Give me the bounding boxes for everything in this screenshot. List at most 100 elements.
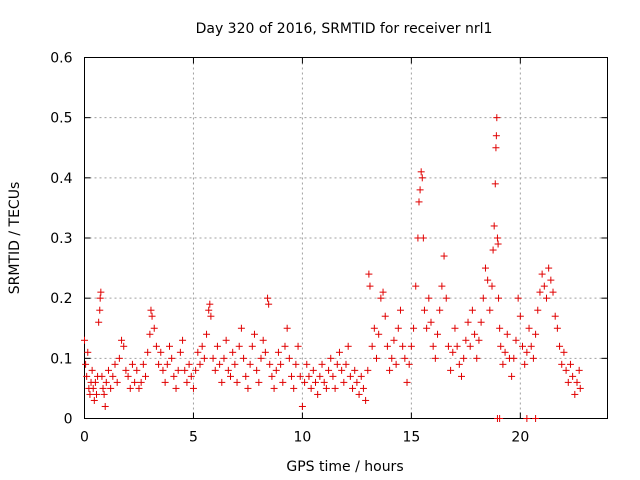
data-point	[246, 360, 254, 368]
data-point	[253, 366, 261, 374]
data-point	[285, 354, 293, 362]
data-point	[386, 366, 394, 374]
data-point	[148, 312, 156, 320]
data-point	[534, 306, 542, 314]
data-point	[100, 390, 108, 398]
data-point	[92, 390, 100, 398]
data-point	[255, 378, 263, 386]
data-point	[95, 318, 103, 326]
data-point	[503, 330, 511, 338]
data-point	[309, 366, 317, 374]
data-point	[394, 324, 402, 332]
data-point	[357, 372, 365, 380]
data-point	[189, 384, 197, 392]
data-point	[303, 360, 311, 368]
data-point	[457, 372, 465, 380]
data-point	[257, 354, 265, 362]
data-point	[205, 306, 213, 314]
data-point	[277, 360, 285, 368]
data-point	[137, 378, 145, 386]
data-point	[84, 348, 92, 356]
data-point	[377, 294, 385, 302]
data-point	[270, 384, 278, 392]
data-point	[538, 270, 546, 278]
data-point	[200, 354, 208, 362]
data-point	[390, 336, 398, 344]
data-point	[545, 264, 553, 272]
data-point	[192, 366, 200, 374]
data-point	[410, 324, 418, 332]
data-point	[264, 294, 272, 302]
data-point	[359, 384, 367, 392]
data-point	[571, 390, 579, 398]
data-point	[479, 294, 487, 302]
data-point	[355, 390, 363, 398]
data-point	[298, 402, 306, 410]
data-point	[449, 348, 457, 356]
data-point	[492, 132, 500, 140]
data-point	[415, 198, 423, 206]
y-tick-label: 0.1	[50, 351, 72, 367]
data-point	[168, 354, 176, 362]
data-point	[104, 366, 112, 374]
data-point	[274, 348, 282, 356]
data-point	[248, 342, 256, 350]
x-tick-label: 15	[402, 430, 420, 446]
data-point	[231, 360, 239, 368]
data-point	[327, 354, 335, 362]
data-point	[296, 372, 304, 380]
data-point	[529, 354, 537, 362]
data-point	[281, 342, 289, 350]
data-point	[165, 342, 173, 350]
data-point	[128, 360, 136, 368]
data-point	[250, 330, 258, 338]
data-point	[466, 342, 474, 350]
data-point	[113, 378, 121, 386]
data-point	[237, 324, 245, 332]
data-point	[508, 372, 516, 380]
data-point	[532, 330, 540, 338]
data-point	[438, 282, 446, 290]
data-point	[122, 366, 130, 374]
data-point	[566, 360, 574, 368]
data-point	[514, 294, 522, 302]
data-point	[496, 415, 504, 422]
data-point	[373, 354, 381, 362]
data-point	[473, 354, 481, 362]
data-point	[220, 354, 228, 362]
data-point	[431, 354, 439, 362]
data-point	[120, 342, 128, 350]
data-point	[381, 312, 389, 320]
data-point	[305, 372, 313, 380]
data-point	[388, 354, 396, 362]
data-point	[157, 348, 165, 356]
data-point	[159, 366, 167, 374]
x-tick-label: 10	[294, 430, 312, 446]
data-point	[229, 348, 237, 356]
data-point	[131, 378, 139, 386]
data-point	[558, 360, 566, 368]
data-point	[261, 348, 269, 356]
data-point	[407, 342, 415, 350]
data-point	[547, 276, 555, 284]
data-point	[265, 300, 273, 308]
data-point	[144, 348, 152, 356]
data-point	[301, 378, 309, 386]
data-point	[203, 330, 211, 338]
data-point	[436, 306, 444, 314]
data-point	[292, 360, 300, 368]
data-point	[183, 378, 191, 386]
data-point	[447, 366, 455, 374]
data-point	[396, 306, 404, 314]
data-point	[142, 372, 150, 380]
data-point	[412, 282, 420, 290]
data-point	[290, 384, 298, 392]
data-point	[338, 366, 346, 374]
data-point	[484, 276, 492, 284]
data-point	[124, 372, 132, 380]
y-tick-label: 0	[64, 412, 73, 428]
data-point	[575, 366, 583, 374]
data-point	[272, 366, 280, 374]
data-point	[551, 312, 559, 320]
